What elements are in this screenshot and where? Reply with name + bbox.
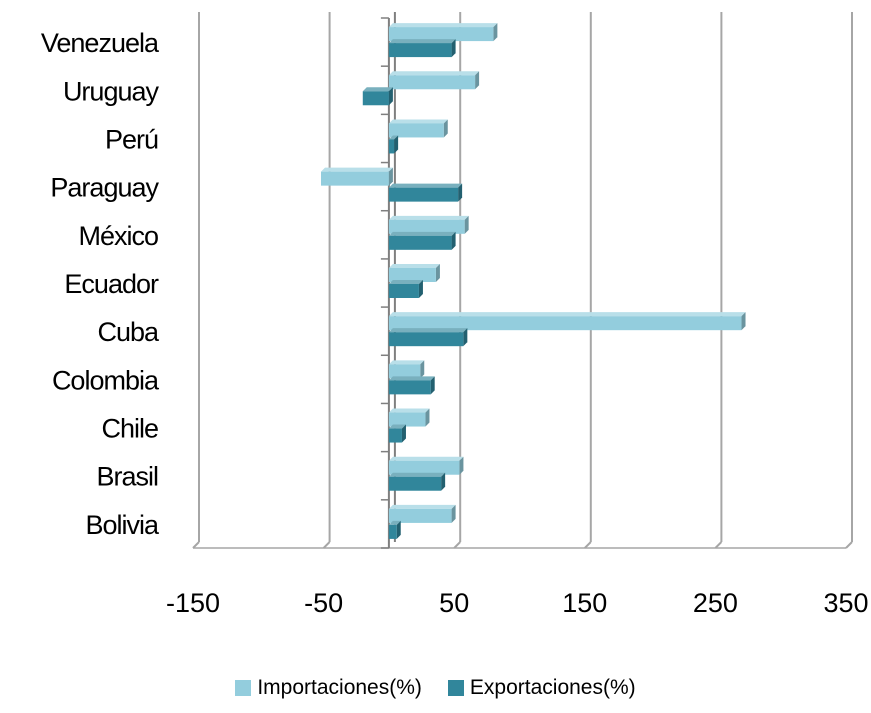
bar-1 bbox=[388, 380, 431, 395]
bar-top-1 bbox=[388, 328, 468, 333]
y-tick-label: México bbox=[78, 221, 158, 251]
legend-swatch-exportaciones bbox=[447, 680, 464, 696]
y-tick-label: Chile bbox=[101, 414, 158, 444]
bar-side-1 bbox=[451, 39, 456, 58]
bar-1 bbox=[362, 91, 389, 106]
legend-swatch-importaciones bbox=[235, 680, 252, 696]
gridline-foot bbox=[845, 541, 853, 549]
y-tick-label: Perú bbox=[105, 124, 158, 154]
x-tick-label: -50 bbox=[304, 588, 343, 618]
bar-top-0 bbox=[388, 119, 448, 124]
bar-top-1 bbox=[388, 39, 456, 44]
y-tick-label: Colombia bbox=[52, 365, 160, 395]
bar-side-1 bbox=[388, 87, 393, 106]
legend-item-exportaciones: Exportaciones(%) bbox=[447, 676, 636, 700]
bar-top-0 bbox=[388, 71, 480, 76]
bar-0 bbox=[388, 364, 421, 379]
bar-side-1 bbox=[396, 520, 401, 539]
bar-side-1 bbox=[430, 376, 435, 395]
bar-0 bbox=[388, 412, 426, 427]
bar-side-1 bbox=[458, 183, 463, 202]
bar-side-0 bbox=[493, 23, 498, 42]
bar-1 bbox=[388, 476, 442, 491]
bar-0 bbox=[388, 219, 465, 234]
bar-1 bbox=[388, 332, 464, 347]
bar-top-0 bbox=[388, 408, 430, 413]
bar-side-1 bbox=[401, 424, 406, 443]
y-tick-label: Bolivia bbox=[85, 510, 160, 540]
bar-side-0 bbox=[435, 264, 440, 282]
bar-side-0 bbox=[464, 215, 469, 234]
bar-top-1 bbox=[388, 424, 406, 429]
bar-1 bbox=[388, 524, 397, 539]
bar-1 bbox=[388, 284, 419, 298]
gridline-foot bbox=[584, 541, 592, 549]
bar-side-1 bbox=[441, 472, 446, 491]
bar-top-0 bbox=[388, 312, 746, 317]
gridline-foot bbox=[453, 541, 461, 549]
bar-side-1 bbox=[394, 135, 399, 154]
bar-1 bbox=[388, 187, 459, 202]
bar-0 bbox=[388, 75, 476, 90]
bar-side-1 bbox=[463, 328, 468, 347]
bar-side-0 bbox=[388, 167, 393, 186]
bar-side-0 bbox=[420, 360, 425, 379]
bar-0 bbox=[388, 508, 452, 523]
x-tick-label: 250 bbox=[693, 588, 738, 618]
bar-top-0 bbox=[388, 456, 464, 461]
bar-top-1 bbox=[388, 135, 399, 140]
bar-side-0 bbox=[425, 408, 430, 427]
bar-top-0 bbox=[388, 504, 456, 509]
bar-top-1 bbox=[362, 87, 393, 92]
bar-top-0 bbox=[388, 23, 498, 28]
bar-top-0 bbox=[388, 215, 469, 220]
bar-side-0 bbox=[443, 119, 448, 138]
bar-top-1 bbox=[388, 520, 401, 525]
x-tick-label: 350 bbox=[823, 588, 868, 618]
bar-0 bbox=[388, 27, 494, 42]
bar-top-0 bbox=[320, 167, 393, 172]
bar-1 bbox=[388, 235, 452, 250]
gridline-foot bbox=[714, 541, 723, 549]
bar-0 bbox=[388, 123, 444, 138]
y-tick-label: Venezuela bbox=[41, 28, 160, 58]
bar-side-0 bbox=[475, 71, 480, 90]
legend-label-exportaciones: Exportaciones(%) bbox=[469, 676, 636, 699]
bar-top-1 bbox=[388, 280, 423, 284]
gridline-foot bbox=[322, 541, 331, 549]
bar-0 bbox=[388, 316, 742, 331]
legend-label-importaciones: Importaciones(%) bbox=[257, 676, 422, 699]
bar-side-0 bbox=[459, 456, 464, 475]
bar-0 bbox=[388, 460, 460, 475]
x-tick-label: 150 bbox=[562, 588, 607, 618]
y-tick-label: Brasil bbox=[96, 462, 158, 492]
bar-side-1 bbox=[451, 231, 456, 250]
bar-1 bbox=[388, 428, 402, 443]
y-tick-label: Uruguay bbox=[63, 76, 160, 106]
legend: Importaciones(%) Exportaciones(%) bbox=[0, 676, 871, 700]
x-tick-label: -150 bbox=[166, 588, 220, 618]
bar-side-0 bbox=[741, 312, 746, 331]
bar-side-0 bbox=[451, 504, 456, 523]
bar-0 bbox=[388, 268, 436, 282]
y-tick-label: Cuba bbox=[97, 317, 160, 347]
bar-top-1 bbox=[388, 183, 463, 188]
gridline-foot bbox=[192, 541, 200, 549]
bar-side-1 bbox=[418, 280, 423, 298]
bar-top-1 bbox=[388, 472, 446, 477]
bar-top-1 bbox=[388, 376, 435, 381]
bar-0 bbox=[320, 171, 389, 186]
bar-top-1 bbox=[388, 231, 456, 236]
legend-item-importaciones: Importaciones(%) bbox=[235, 676, 422, 700]
y-tick-label: Ecuador bbox=[64, 269, 159, 299]
bar-top-0 bbox=[388, 360, 425, 365]
bar-1 bbox=[388, 139, 395, 154]
bar-top-0 bbox=[388, 264, 440, 268]
y-tick-label: Paraguay bbox=[50, 173, 159, 203]
x-tick-label: 50 bbox=[439, 588, 469, 618]
bar-1 bbox=[388, 43, 452, 58]
